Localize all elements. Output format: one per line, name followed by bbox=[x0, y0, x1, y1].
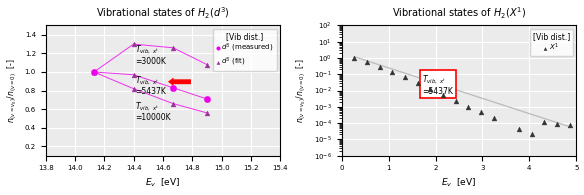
Text: $T_{vib,\ x^t}$
=5437K: $T_{vib,\ x^t}$ =5437K bbox=[135, 74, 166, 96]
X-axis label: $E_v$  [eV]: $E_v$ [eV] bbox=[442, 177, 477, 190]
Title: Vibrational states of $H_2(X^1)$: Vibrational states of $H_2(X^1)$ bbox=[392, 5, 526, 21]
Text: $T_{vib,\ x^t}$
=3000K: $T_{vib,\ x^t}$ =3000K bbox=[135, 44, 166, 66]
Y-axis label: $n_{(v=v_0)}/n_{(v=0)}$  [-]: $n_{(v=v_0)}/n_{(v=0)}$ [-] bbox=[6, 58, 19, 123]
Y-axis label: $n_{(v=v_0)}/n_{(v=0)}$  [-]: $n_{(v=v_0)}/n_{(v=0)}$ [-] bbox=[295, 58, 308, 123]
X-axis label: $E_v$  [eV]: $E_v$ [eV] bbox=[145, 177, 180, 190]
Text: $T_{vib,\ x^t}$
=5437K: $T_{vib,\ x^t}$ =5437K bbox=[422, 74, 453, 96]
Title: Vibrational states of $H_2(d^3)$: Vibrational states of $H_2(d^3)$ bbox=[96, 5, 230, 21]
Text: $T_{vib,\ x^t}$
=10000K: $T_{vib,\ x^t}$ =10000K bbox=[135, 100, 171, 122]
Legend: $d^3$ (measured), $d^3$ (fit): $d^3$ (measured), $d^3$ (fit) bbox=[213, 29, 277, 71]
Legend: $X^1$: $X^1$ bbox=[530, 29, 573, 56]
